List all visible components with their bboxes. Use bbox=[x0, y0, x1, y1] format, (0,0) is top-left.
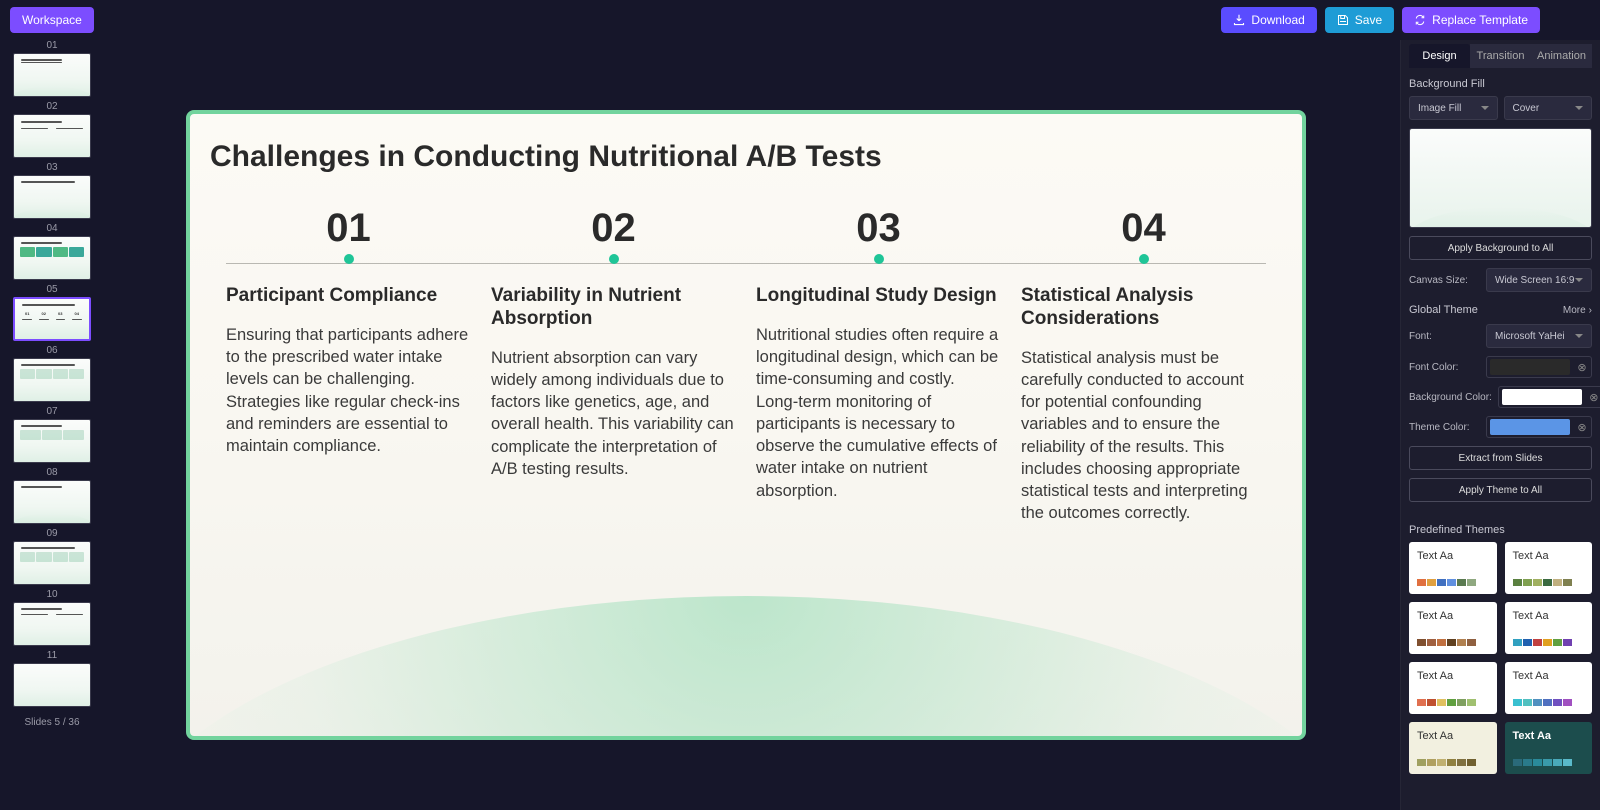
bg-fill-fit-select[interactable]: Cover bbox=[1504, 96, 1593, 120]
column-dot bbox=[609, 254, 619, 264]
column-number: 04 bbox=[1021, 206, 1266, 251]
replace-icon bbox=[1414, 14, 1426, 26]
column-body[interactable]: Ensuring that participants adhere to the… bbox=[226, 324, 471, 458]
slide-title[interactable]: Challenges in Conducting Nutritional A/B… bbox=[204, 140, 1288, 174]
topbar: Workspace Download Save Replace Template bbox=[0, 0, 1600, 40]
slide-column[interactable]: 03 Longitudinal Study Design Nutritional… bbox=[746, 206, 1011, 525]
download-icon bbox=[1233, 14, 1245, 26]
column-dot bbox=[1139, 254, 1149, 264]
column-body[interactable]: Nutritional studies often require a long… bbox=[756, 324, 1001, 502]
slide-thumbnail[interactable]: 0501020304 bbox=[8, 284, 96, 341]
theme-card[interactable]: Text Aa bbox=[1505, 602, 1593, 654]
canvas-size-select[interactable]: Wide Screen 16:9 bbox=[1486, 268, 1592, 292]
column-heading[interactable]: Variability in Nutrient Absorption bbox=[491, 285, 736, 331]
canvas-area: Challenges in Conducting Nutritional A/B… bbox=[102, 40, 1400, 810]
theme-card[interactable]: Text Aa bbox=[1409, 662, 1497, 714]
theme-card[interactable]: Text Aa bbox=[1505, 722, 1593, 774]
theme-card[interactable]: Text Aa bbox=[1409, 722, 1497, 774]
global-theme-label: Global Theme bbox=[1409, 304, 1478, 316]
theme-card[interactable]: Text Aa bbox=[1409, 542, 1497, 594]
tab-animation[interactable]: Animation bbox=[1531, 44, 1592, 68]
column-heading[interactable]: Participant Compliance bbox=[226, 285, 471, 308]
download-button[interactable]: Download bbox=[1221, 7, 1316, 33]
background-fill-label: Background Fill bbox=[1409, 78, 1592, 90]
theme-color-input[interactable]: ⊗ bbox=[1486, 416, 1592, 438]
slide-thumbnail[interactable]: 02 bbox=[8, 101, 96, 158]
theme-color-label: Theme Color: bbox=[1409, 422, 1470, 433]
font-color-label: Font Color: bbox=[1409, 362, 1458, 373]
slide-thumbnail[interactable]: 09 bbox=[8, 528, 96, 585]
apply-background-all-button[interactable]: Apply Background to All bbox=[1409, 236, 1592, 260]
font-select[interactable]: Microsoft YaHei bbox=[1486, 324, 1592, 348]
tab-design[interactable]: Design bbox=[1409, 44, 1470, 68]
theme-card[interactable]: Text Aa bbox=[1505, 662, 1593, 714]
slide-canvas[interactable]: Challenges in Conducting Nutritional A/B… bbox=[186, 110, 1306, 740]
replace-template-button[interactable]: Replace Template bbox=[1402, 7, 1540, 33]
slide-thumbnail[interactable]: 01 bbox=[8, 40, 96, 97]
bg-color-input[interactable]: ⊗ bbox=[1498, 386, 1600, 408]
bg-color-label: Background Color: bbox=[1409, 392, 1492, 403]
slide-thumbnail[interactable]: 04 bbox=[8, 223, 96, 280]
slide-thumbnail[interactable]: 10 bbox=[8, 589, 96, 646]
tab-transition[interactable]: Transition bbox=[1470, 44, 1531, 68]
slide-thumbnail[interactable]: 06 bbox=[8, 345, 96, 402]
color-picker-icon[interactable]: ⊗ bbox=[1585, 388, 1600, 406]
column-heading[interactable]: Statistical Analysis Considerations bbox=[1021, 285, 1266, 331]
column-dot bbox=[874, 254, 884, 264]
slide-thumbnail[interactable]: 08 bbox=[8, 467, 96, 524]
column-heading[interactable]: Longitudinal Study Design bbox=[756, 285, 1001, 308]
more-link[interactable]: More bbox=[1563, 305, 1592, 316]
color-picker-icon[interactable]: ⊗ bbox=[1573, 418, 1591, 436]
slide-thumbnail-sidebar[interactable]: 010203040501020304060708091011 Slides 5 /… bbox=[0, 40, 102, 810]
apply-theme-all-button[interactable]: Apply Theme to All bbox=[1409, 478, 1592, 502]
column-body[interactable]: Nutrient absorption can vary widely amon… bbox=[491, 347, 736, 481]
slide-thumbnail[interactable]: 03 bbox=[8, 162, 96, 219]
slide-counter: Slides 5 / 36 bbox=[8, 711, 96, 728]
font-label: Font: bbox=[1409, 331, 1432, 342]
predefined-themes-label: Predefined Themes bbox=[1409, 524, 1592, 536]
color-picker-icon[interactable]: ⊗ bbox=[1573, 358, 1591, 376]
canvas-size-label: Canvas Size: bbox=[1409, 275, 1468, 286]
workspace-button[interactable]: Workspace bbox=[10, 7, 94, 33]
save-button[interactable]: Save bbox=[1325, 7, 1394, 33]
column-number: 03 bbox=[756, 206, 1001, 251]
bg-fill-mode-select[interactable]: Image Fill bbox=[1409, 96, 1498, 120]
extract-from-slides-button[interactable]: Extract from Slides bbox=[1409, 446, 1592, 470]
theme-card[interactable]: Text Aa bbox=[1505, 542, 1593, 594]
column-dot bbox=[344, 254, 354, 264]
save-icon bbox=[1337, 14, 1349, 26]
slide-column[interactable]: 02 Variability in Nutrient Absorption Nu… bbox=[481, 206, 746, 525]
font-color-input[interactable]: ⊗ bbox=[1486, 356, 1592, 378]
slide-column[interactable]: 01 Participant Compliance Ensuring that … bbox=[216, 206, 481, 525]
theme-card[interactable]: Text Aa bbox=[1409, 602, 1497, 654]
column-number: 02 bbox=[491, 206, 736, 251]
slide-thumbnail[interactable]: 07 bbox=[8, 406, 96, 463]
slide-thumbnail[interactable]: 11 bbox=[8, 650, 96, 707]
slide-column[interactable]: 04 Statistical Analysis Considerations S… bbox=[1011, 206, 1276, 525]
background-preview[interactable] bbox=[1409, 128, 1592, 228]
column-number: 01 bbox=[226, 206, 471, 251]
panel-tabs: Design Transition Animation bbox=[1409, 44, 1592, 68]
design-panel: Design Transition Animation Background F… bbox=[1400, 40, 1600, 810]
column-body[interactable]: Statistical analysis must be carefully c… bbox=[1021, 347, 1266, 525]
